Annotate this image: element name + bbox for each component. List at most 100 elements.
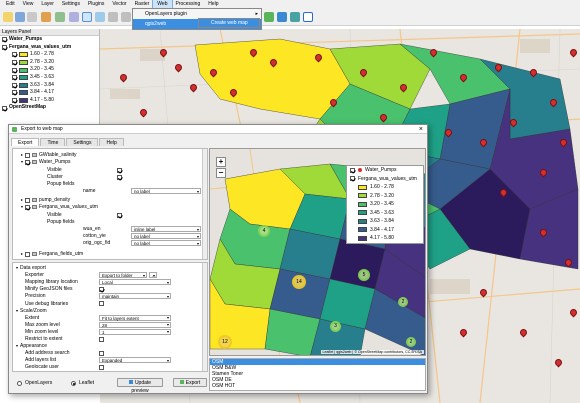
layer-row[interactable]: 4.17 - 5.80 — [0, 97, 99, 105]
property-row[interactable]: Extent — [25, 315, 39, 321]
layer-visibility-checkbox[interactable] — [2, 37, 7, 43]
preview-legend-item[interactable]: 1.60 - 2.78 — [347, 183, 423, 192]
property-value-select[interactable]: Local — [99, 279, 171, 286]
tree-row[interactable]: Popup fields — [47, 181, 75, 187]
menu-web[interactable]: Web — [152, 0, 173, 9]
layer-row[interactable]: Water_Pumps — [0, 36, 99, 44]
layer-row[interactable]: 3.20 - 3.45 — [0, 66, 99, 74]
zoom-out-button[interactable]: − — [216, 168, 226, 178]
visible-checkbox[interactable] — [117, 212, 122, 218]
zoom-out-icon[interactable] — [121, 12, 131, 22]
property-value-select[interactable]: Export to folder — [99, 272, 147, 279]
preview-legend-item[interactable]: 3.84 - 4.17 — [347, 226, 423, 235]
zoom-in-icon[interactable] — [108, 12, 118, 22]
water-pump-marker[interactable] — [570, 309, 575, 316]
layer-row[interactable]: Fergana_wua_values_utm — [0, 44, 99, 52]
tab-export[interactable]: Export — [11, 138, 40, 146]
property-group[interactable]: ▾ Scale/Zoom — [16, 308, 47, 314]
save-as-icon[interactable] — [27, 12, 37, 22]
collapse-arrow-icon[interactable]: ▸ — [21, 152, 24, 157]
water-pump-marker[interactable] — [550, 99, 555, 106]
layer-tree[interactable]: ▸ GWtable_salinity ▾ Water_Pumps Visible Clus… — [12, 148, 208, 260]
basemap-item[interactable]: OSM HOT — [212, 383, 236, 389]
menu-view[interactable]: View — [22, 1, 34, 7]
tree-scrollbar[interactable] — [202, 149, 207, 259]
water-pump-marker[interactable] — [480, 289, 485, 296]
water-pump-marker[interactable] — [555, 359, 560, 366]
layer-visibility-checkbox[interactable] — [12, 90, 17, 96]
property-checkbox[interactable] — [99, 286, 104, 292]
label-mode-select[interactable]: no label — [131, 240, 201, 246]
property-value-select[interactable]: 1 — [99, 328, 171, 335]
water-pump-marker[interactable] — [120, 74, 125, 81]
expand-arrow-icon[interactable]: ▾ — [16, 307, 19, 313]
tree-row[interactable]: Popup fields — [47, 219, 75, 225]
marker-cluster[interactable]: 2 — [406, 337, 416, 347]
label-mode-select[interactable]: no label — [131, 233, 201, 239]
tree-row[interactable]: cotton_yie — [83, 233, 106, 239]
water-pump-marker[interactable] — [160, 49, 165, 56]
tree-row[interactable]: ▸ pump_density — [21, 197, 70, 203]
pan-icon[interactable] — [82, 12, 92, 22]
water-pump-marker[interactable] — [210, 69, 215, 76]
expand-arrow-icon[interactable]: ▾ — [21, 204, 24, 209]
property-value-select[interactable]: maintain — [99, 293, 171, 300]
layer-row[interactable]: 3.63 - 3.84 — [0, 82, 99, 90]
web-plugin-icon[interactable] — [264, 12, 274, 22]
layer-row[interactable]: 1.60 - 2.78 — [0, 51, 99, 59]
layer-visibility-checkbox[interactable] — [12, 67, 17, 73]
property-row[interactable]: Use debug libraries — [25, 301, 68, 307]
preview-legend-item[interactable]: 4.17 - 5.80 — [347, 234, 423, 243]
menu-raster[interactable]: Raster — [134, 1, 150, 7]
radio-openlayers-indicator[interactable] — [17, 380, 22, 386]
water-pump-marker[interactable] — [230, 89, 235, 96]
tree-row[interactable]: ▸ Fergana_fields_utm — [21, 251, 83, 257]
map-tiles-icon[interactable] — [290, 12, 300, 22]
preview-legend-item[interactable]: 2.78 - 3.20 — [347, 192, 423, 201]
water-pump-marker[interactable] — [500, 189, 505, 196]
property-row[interactable]: Min zoom level — [25, 329, 58, 335]
tree-row[interactable]: Visible — [47, 167, 62, 173]
label-mode-select[interactable]: inline label — [131, 226, 201, 232]
menu-item-openlayers-plugin[interactable]: OpenLayers plugin ▸ — [145, 11, 258, 17]
tree-row[interactable]: ▸ GWtable_salinity — [21, 152, 77, 158]
water-pump-marker[interactable] — [445, 129, 450, 136]
water-pump-marker[interactable] — [430, 49, 435, 56]
property-checkbox[interactable] — [99, 336, 104, 342]
update-preview-button[interactable]: Update preview — [117, 378, 163, 394]
tree-row[interactable]: orig_ogc_fid — [83, 240, 110, 246]
water-pump-marker[interactable] — [540, 169, 545, 176]
property-group[interactable]: ▾ Appearance — [16, 343, 47, 349]
tree-row[interactable]: name — [83, 188, 96, 194]
water-pump-marker[interactable] — [400, 84, 405, 91]
legend-checkbox[interactable] — [350, 167, 355, 173]
save-project-icon[interactable] — [15, 12, 25, 22]
water-pump-marker[interactable] — [190, 84, 195, 91]
water-pump-marker[interactable] — [560, 139, 565, 146]
layer-visibility-checkbox[interactable] — [12, 98, 17, 104]
preview-legend-item[interactable]: 3.63 - 3.84 — [347, 217, 423, 226]
water-pump-marker[interactable] — [570, 49, 575, 56]
property-checkbox[interactable] — [99, 364, 104, 370]
tree-row[interactable]: wua_en — [83, 226, 101, 232]
layer-visibility-checkbox[interactable] — [12, 82, 17, 88]
property-value-select[interactable]: 28 — [99, 321, 171, 328]
water-pump-marker[interactable] — [540, 229, 545, 236]
property-row[interactable]: Restrict to extent — [25, 336, 63, 342]
preview-legend-item[interactable]: 3.20 - 3.45 — [347, 200, 423, 209]
collapse-arrow-icon[interactable]: ▸ — [21, 197, 24, 202]
menu-vector[interactable]: Vector — [112, 1, 127, 7]
menu-layer[interactable]: Layer — [41, 1, 54, 7]
marker-cluster[interactable]: 12 — [218, 335, 232, 349]
menu-item-create-web-map[interactable]: Create web map — [198, 18, 260, 28]
marker-cluster[interactable]: 14 — [292, 275, 306, 289]
plugin-icon[interactable] — [69, 12, 79, 22]
tree-row[interactable]: ▾ Fergana_wua_values_utm — [21, 204, 98, 210]
basemap-item[interactable]: OSM B&W — [212, 365, 237, 371]
water-pump-marker[interactable] — [460, 329, 465, 336]
water-pump-marker[interactable] — [380, 114, 385, 121]
open-project-icon[interactable] — [3, 12, 13, 22]
browse-folder-button[interactable]: ... — [149, 272, 157, 279]
export-button[interactable]: Export — [173, 378, 207, 387]
menu-edit[interactable]: Edit — [6, 1, 15, 7]
